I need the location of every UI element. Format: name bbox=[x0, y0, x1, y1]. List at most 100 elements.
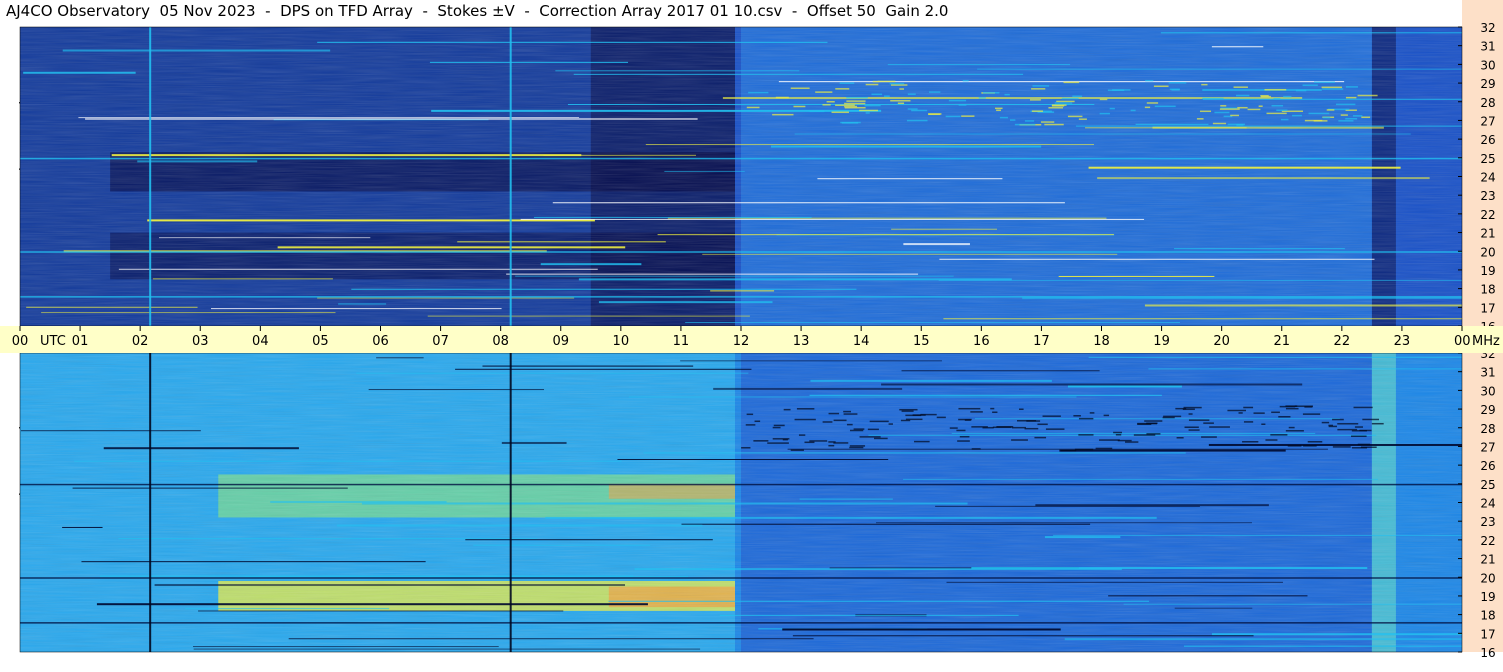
interference-streak bbox=[939, 258, 1375, 260]
interference-streak bbox=[506, 273, 919, 275]
activity-speckle bbox=[1322, 88, 1344, 90]
interference-streak bbox=[876, 522, 1252, 524]
activity-speckle bbox=[958, 407, 981, 410]
activity-speckle bbox=[1201, 436, 1217, 438]
activity-speckle bbox=[945, 115, 961, 118]
activity-speckle bbox=[1026, 420, 1041, 422]
activity-speckle bbox=[772, 438, 790, 440]
activity-speckle bbox=[1304, 406, 1313, 408]
activity-speckle bbox=[962, 80, 969, 82]
interference-streak bbox=[628, 396, 1077, 398]
activity-speckle bbox=[1044, 123, 1064, 126]
time-tick-label-0: 00 bbox=[12, 334, 29, 349]
activity-speckle bbox=[890, 84, 908, 86]
activity-speckle bbox=[783, 408, 791, 411]
interference-streak bbox=[457, 241, 666, 243]
activity-speckle bbox=[843, 410, 852, 413]
interference-streak bbox=[809, 394, 1162, 396]
frequency-tick-label-31: 31 bbox=[1480, 366, 1495, 380]
activity-speckle bbox=[970, 411, 983, 413]
frequency-tick-label-19: 19 bbox=[1480, 590, 1495, 604]
interference-streak bbox=[657, 234, 1114, 236]
activity-speckle bbox=[1332, 446, 1351, 448]
activity-speckle bbox=[1018, 408, 1024, 410]
interference-streak bbox=[543, 154, 696, 156]
activity-speckle bbox=[1014, 123, 1036, 126]
interference-streak bbox=[74, 460, 622, 462]
activity-speckle bbox=[1285, 407, 1299, 410]
time-tick-label-10: 10 bbox=[613, 334, 630, 349]
activity-speckle bbox=[1099, 98, 1108, 101]
frequency-tick-label-29: 29 bbox=[1480, 403, 1495, 417]
activity-speckle bbox=[796, 408, 815, 410]
activity-speckle bbox=[961, 115, 975, 117]
interference-streak bbox=[118, 538, 538, 540]
activity-speckle bbox=[1345, 109, 1357, 111]
activity-speckle bbox=[956, 429, 966, 432]
activity-speckle bbox=[936, 416, 946, 419]
time-tick-label-7: 07 bbox=[432, 334, 449, 349]
interference-streak bbox=[643, 452, 1186, 454]
activity-speckle bbox=[1188, 413, 1193, 415]
time-tick-label-22: 22 bbox=[1334, 334, 1351, 349]
interference-streak bbox=[545, 516, 1157, 519]
interference-streak bbox=[356, 372, 749, 374]
interference-streak bbox=[62, 526, 103, 528]
activity-speckle bbox=[798, 434, 806, 436]
interference-streak bbox=[465, 539, 713, 541]
interference-streak bbox=[1088, 166, 1401, 169]
interference-streak bbox=[977, 68, 1462, 70]
activity-speckle bbox=[1199, 110, 1212, 113]
activity-speckle bbox=[1188, 419, 1210, 421]
activity-speckle bbox=[1266, 112, 1287, 115]
activity-speckle bbox=[869, 420, 889, 423]
activity-speckle bbox=[1345, 86, 1358, 88]
activity-speckle bbox=[1219, 108, 1240, 110]
interference-streak bbox=[1053, 534, 1462, 536]
noise-texture bbox=[20, 353, 1462, 652]
activity-speckle bbox=[958, 104, 967, 106]
activity-speckle bbox=[1040, 121, 1055, 123]
time-tick-label-11: 11 bbox=[673, 334, 690, 349]
interference-streak bbox=[1058, 275, 1215, 277]
activity-speckle bbox=[1352, 115, 1363, 117]
interference-streak bbox=[1202, 88, 1322, 91]
activity-speckle bbox=[1154, 105, 1176, 108]
activity-speckle bbox=[1260, 94, 1269, 97]
activity-speckle bbox=[1051, 105, 1065, 107]
activity-speckle bbox=[1361, 116, 1371, 119]
interference-streak bbox=[137, 160, 258, 163]
activity-speckle bbox=[1227, 409, 1246, 412]
interference-streak bbox=[429, 61, 629, 63]
activity-speckle bbox=[971, 448, 981, 450]
activity-speckle bbox=[1162, 416, 1175, 419]
activity-speckle bbox=[1281, 110, 1304, 113]
interference-streak bbox=[1183, 645, 1462, 647]
time-axis-strip bbox=[0, 326, 1503, 353]
interference-streak bbox=[159, 237, 371, 239]
interference-streak bbox=[608, 600, 1150, 602]
time-tick-label-8: 08 bbox=[492, 334, 509, 349]
activity-speckle bbox=[1236, 94, 1250, 97]
interference-line bbox=[20, 296, 1462, 298]
interference-streak bbox=[62, 49, 331, 52]
activity-speckle bbox=[843, 413, 858, 415]
interference-streak bbox=[713, 387, 903, 390]
event-line bbox=[509, 353, 512, 652]
utc-label: UTC bbox=[40, 334, 66, 349]
activity-speckle bbox=[1078, 118, 1087, 120]
activity-speckle bbox=[844, 102, 866, 105]
activity-speckle bbox=[1130, 109, 1136, 112]
time-tick-label-3: 03 bbox=[192, 334, 209, 349]
interference-streak bbox=[184, 608, 390, 610]
frequency-tick-label-26: 26 bbox=[1480, 133, 1495, 147]
activity-speckle bbox=[833, 419, 847, 422]
activity-speckle bbox=[1073, 415, 1081, 417]
activity-speckle bbox=[1340, 114, 1348, 116]
interference-streak bbox=[154, 584, 626, 587]
interference-streak bbox=[664, 170, 745, 172]
interference-streak bbox=[85, 117, 698, 120]
activity-speckle bbox=[907, 93, 916, 95]
interference-streak bbox=[99, 575, 634, 578]
interference-streak bbox=[455, 368, 752, 370]
